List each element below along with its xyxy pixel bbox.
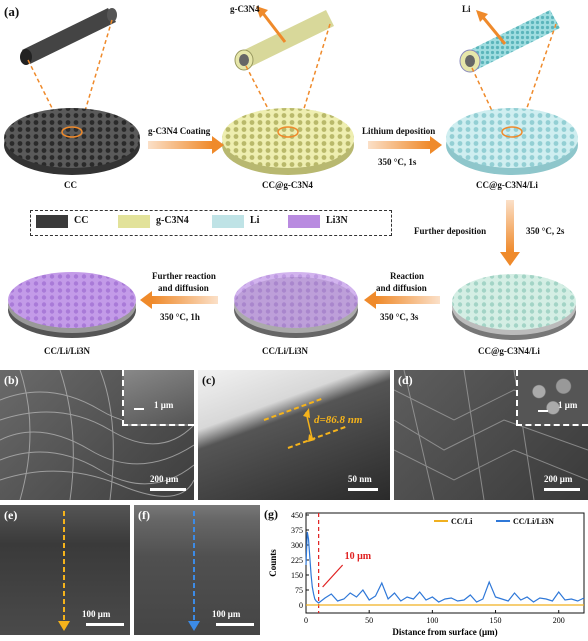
- text-further-react-cond: 350 °C, 1h: [160, 312, 200, 322]
- scalebar-d: [544, 488, 580, 491]
- scale-inset-b: 1 μm: [154, 400, 174, 410]
- disc-li3n-mid: [234, 272, 358, 338]
- scalebar-c: [348, 488, 378, 491]
- scale-inset-d: 1 μm: [558, 400, 578, 410]
- scale-f: 100 μm: [212, 609, 241, 619]
- panel-f-label: (f): [138, 508, 150, 522]
- y-tick-label: 300: [291, 541, 303, 550]
- text-reaction2: and diffusion: [376, 283, 427, 293]
- y-tick-label: 75: [295, 586, 303, 595]
- scale-e: 100 μm: [82, 609, 111, 619]
- legend-swatch-cc: [36, 215, 68, 228]
- disc-gcn-li-bottom: [452, 274, 576, 340]
- label-li-fiber: Li: [462, 4, 471, 14]
- panel-b-label: (b): [4, 373, 19, 387]
- label-cc-gcn-li-bottom: CC@g-C3N4/Li: [478, 346, 540, 356]
- legend-swatch-li3n: [288, 215, 320, 228]
- text-further-react2: and diffusion: [158, 283, 209, 293]
- legend-text-cc: CC: [74, 215, 89, 226]
- panel-d: 1 μm (d) 200 μm: [394, 370, 588, 500]
- scalebar-f: [216, 623, 254, 626]
- panel-c-label: (c): [202, 373, 216, 387]
- y-tick-label: 225: [291, 556, 303, 565]
- text-lithium-dep: Lithium deposition: [362, 126, 436, 136]
- label-cc-li-li3n-end: CC/Li/Li3N: [44, 346, 91, 356]
- legend-swatch-gcn: [118, 215, 150, 228]
- series-line-1: [305, 531, 585, 604]
- legend-swatch-li: [212, 215, 244, 228]
- text-further-react: Further reaction: [152, 271, 216, 281]
- scalebar-b: [150, 488, 186, 491]
- y-tick-label: 150: [291, 571, 303, 580]
- disc-gcn-li: [446, 108, 578, 175]
- x-tick-label: 50: [365, 616, 373, 625]
- legend-label-1: CC/Li/Li3N: [513, 517, 554, 526]
- x-tick-label: 200: [553, 616, 565, 625]
- label-cc-gcn: CC@g-C3N4: [262, 180, 313, 190]
- thickness-text: d=86.8 nm: [314, 414, 363, 426]
- panel-g-label: (g): [264, 507, 278, 521]
- counts-chart: 0 50 100 150 200 0 75 150 225 300 375 450 Distance f…: [268, 511, 585, 637]
- inset-b: 1 μm: [122, 370, 194, 426]
- panel-d-label: (d): [398, 373, 413, 387]
- scalebar-e: [86, 623, 124, 626]
- annotation-10um: 10 μm: [345, 551, 372, 562]
- fiber-cc: [20, 8, 117, 65]
- y-tick-label: 0: [299, 601, 303, 610]
- thickness-lines: [263, 397, 349, 449]
- text-reaction: Reaction: [390, 271, 424, 281]
- scale-main-b: 200 μm: [150, 474, 179, 484]
- label-cc-li-li3n-mid: CC/Li/Li3N: [262, 346, 309, 356]
- legend-text-gcn: g-C3N4: [156, 215, 189, 226]
- panel-a: (a): [4, 4, 578, 356]
- arrow-e: [58, 511, 70, 631]
- x-tick-label: 100: [426, 616, 438, 625]
- x-tick-label: 0: [304, 616, 308, 625]
- fiber-gcn: [234, 10, 334, 71]
- legend-text-li: Li: [250, 215, 260, 226]
- text-reaction-cond: 350 °C, 3s: [380, 312, 419, 322]
- label-gcn-fiber: g-C3N4: [230, 4, 260, 14]
- arrow-f: [188, 511, 200, 631]
- panel-e-label: (e): [4, 508, 18, 522]
- panel-a-label: (a): [4, 4, 20, 19]
- y-tick-label: 450: [291, 511, 303, 520]
- panel-e: (e) 100 μm: [0, 505, 130, 635]
- x-axis-label: Distance from surface (μm): [392, 627, 497, 637]
- text-further-dep: Further deposition: [414, 226, 487, 236]
- disc-gcn: [222, 108, 354, 175]
- text-lithium-cond: 350 °C, 1s: [378, 157, 417, 167]
- fiber-li: [459, 10, 560, 73]
- panel-f: (f) 100 μm: [134, 505, 260, 635]
- label-cc: CC: [64, 180, 77, 190]
- panel-c: (c) d=86.8 nm 50 nm: [198, 370, 390, 500]
- disc-cc: [4, 108, 140, 175]
- panel-g: (g) 0 50 100 150 200 0 75 150 225 300 375 450 Distan…: [264, 505, 588, 641]
- legend-box: [30, 210, 392, 236]
- inset-d: 1 μm: [516, 370, 588, 426]
- annotation-arrow: [322, 564, 344, 588]
- scale-c: 50 nm: [348, 474, 372, 484]
- schematic-svg: [4, 6, 578, 340]
- panel-b: 1 μm (b) 200 μm: [0, 370, 194, 500]
- text-further-dep-cond: 350 °C, 2s: [526, 226, 565, 236]
- x-tick-label: 150: [490, 616, 502, 625]
- label-cc-gcn-li-top: CC@g-C3N4/Li: [476, 180, 538, 190]
- y-axis-label: Counts: [268, 549, 278, 577]
- legend-text-li3n: Li3N: [326, 215, 348, 226]
- text-coating: g-C3N4 Coating: [148, 126, 211, 136]
- legend-label-0: CC/Li: [451, 517, 473, 526]
- y-tick-label: 375: [291, 526, 303, 535]
- scale-main-d: 200 μm: [544, 474, 573, 484]
- disc-li3n-end: [8, 272, 136, 338]
